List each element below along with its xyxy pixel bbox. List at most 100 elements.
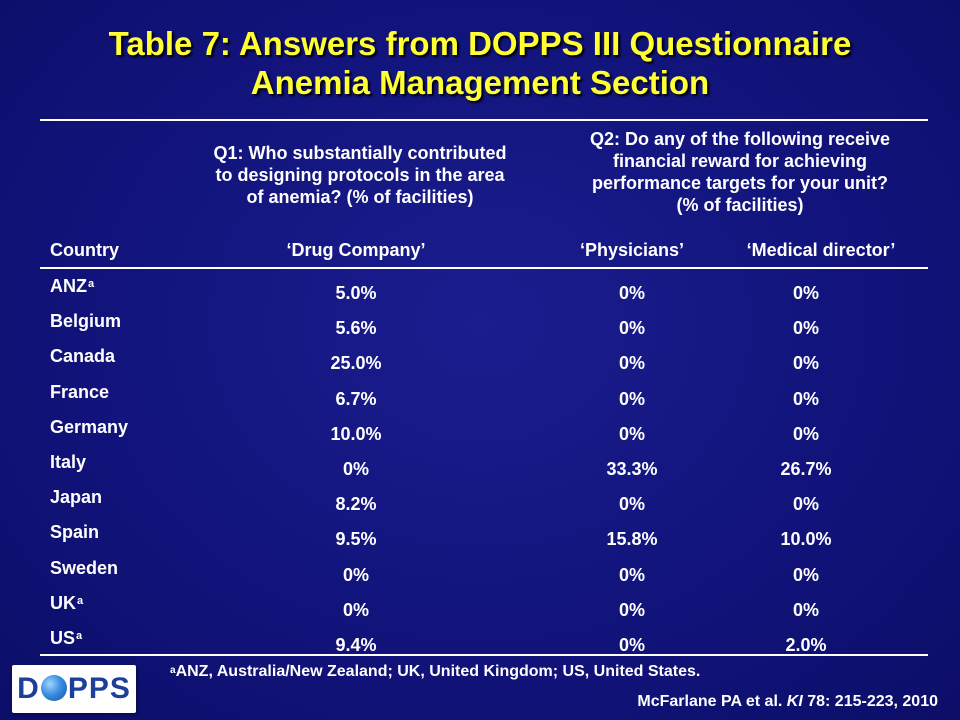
row-drug-company-value: 8.2% [335,494,377,514]
row-medical-director-value: 0% [792,389,819,409]
globe-icon [40,675,67,701]
row-medical-director-value: 0% [792,565,819,585]
table-header-rule [40,267,928,269]
row-country-name: Sweden [50,558,119,578]
table-row: Germany 10.0% 0% 0% [0,416,960,451]
row-medical-director-value: 0% [792,600,819,620]
row-country-name: UK [50,593,76,613]
table-row: USa 9.4% 0% 2.0% [0,627,960,662]
q2-line: financial reward for achieving [612,151,868,171]
table-top-rule [40,119,928,121]
row-drug-company-value: 0% [342,565,369,585]
row-medical-director-value: 26.7% [780,459,832,479]
row-country-name: Spain [50,522,100,542]
question-2-header: Q2: Do any of the following receive fina… [545,128,935,216]
dopps-logo: D PPS [12,665,136,713]
row-medical-director-value: 2.0% [785,635,827,655]
column-header-medical-director: ‘Medical director’ [746,240,896,260]
row-country-name: US [50,628,76,648]
row-country: Germany [50,416,128,438]
row-country: Japan [50,486,102,508]
q2-line: performance targets for your unit? [591,173,889,193]
row-drug-company-value: 10.0% [330,424,382,444]
q1-line: Q1: Who substantially contributed [213,143,507,163]
table-row: Japan 8.2% 0% 0% [0,486,960,521]
row-medical-director-value: 0% [792,283,819,303]
table-row: Italy 0% 33.3% 26.7% [0,451,960,486]
row-drug-company-value: 25.0% [330,353,382,373]
table-row: Spain 9.5% 15.8% 10.0% [0,521,960,556]
row-drug-company-value: 0% [342,600,369,620]
row-medical-director-value: 10.0% [780,529,832,549]
citation: McFarlane PA et al. KI 78: 215-223, 2010 [637,692,938,712]
row-country-footnote-marker: a [77,595,84,607]
row-medical-director-value: 0% [792,424,819,444]
table-row: UKa 0% 0% 0% [0,592,960,627]
row-physicians-value: 0% [618,635,645,655]
row-country: Sweden [50,557,118,579]
table-row: Sweden 0% 0% 0% [0,557,960,592]
logo-text-right: PPS [67,672,131,705]
row-drug-company-value: 0% [342,459,369,479]
row-country: France [50,381,109,403]
table-row: Belgium 5.6% 0% 0% [0,310,960,345]
row-physicians-value: 0% [618,565,645,585]
citation-authors: McFarlane PA et al. [637,693,787,710]
row-physicians-value: 0% [618,600,645,620]
row-country: Canada [50,345,115,367]
slide-title: Table 7: Answers from DOPPS III Question… [0,24,960,102]
row-drug-company-value: 5.0% [335,283,377,303]
row-country: Italy [50,451,86,473]
row-country: USa [50,627,82,649]
q1-line: of anemia? (% of facilities) [246,187,474,207]
row-country-name: ANZ [50,276,87,296]
row-country-name: Japan [50,487,103,507]
table-row: ANZa 5.0% 0% 0% [0,275,960,310]
row-drug-company-value: 6.7% [335,389,377,409]
row-medical-director-value: 0% [792,494,819,514]
question-1-header: Q1: Who substantially contributed to des… [170,142,550,208]
row-physicians-value: 0% [618,283,645,303]
footnote-marker: a [170,665,176,676]
footnote: aANZ, Australia/New Zealand; UK, United … [170,662,700,682]
citation-journal: KI [786,693,803,710]
row-medical-director-value: 0% [792,353,819,373]
row-physicians-value: 0% [618,424,645,444]
column-header-physicians: ‘Physicians’ [579,240,685,260]
row-physicians-value: 15.8% [606,529,658,549]
logo-text-left: D [17,672,40,705]
column-header-drug-company: ‘Drug Company’ [286,240,426,260]
row-physicians-value: 0% [618,318,645,338]
row-country: Belgium [50,310,121,332]
row-drug-company-value: 9.4% [335,635,377,655]
row-physicians-value: 0% [618,353,645,373]
row-drug-company-value: 5.6% [335,318,377,338]
q2-line: Q2: Do any of the following receive [589,129,891,149]
row-country-footnote-marker: a [76,630,83,642]
row-country-name: Canada [50,346,116,366]
footnote-text: ANZ, Australia/New Zealand; UK, United K… [175,663,701,680]
row-physicians-value: 33.3% [606,459,658,479]
row-country: UKa [50,592,83,614]
row-physicians-value: 0% [618,389,645,409]
table-row: Canada 25.0% 0% 0% [0,345,960,380]
row-country-name: Germany [50,417,129,437]
q2-line: (% of facilities) [676,195,804,215]
table-bottom-rule [40,654,928,656]
row-country: Spain [50,521,99,543]
row-country-name: Italy [50,452,87,472]
row-medical-director-value: 0% [792,318,819,338]
column-header-country: Country [50,240,119,260]
citation-details: 78: 215-223, 2010 [802,693,938,710]
row-country-name: France [50,382,110,402]
row-country-footnote-marker: a [88,278,95,290]
dopps-logo-text: D PPS [12,672,136,706]
q1-line: to designing protocols in the area [215,165,505,185]
row-country-name: Belgium [50,311,122,331]
table-row: France 6.7% 0% 0% [0,381,960,416]
title-line-1: Table 7: Answers from DOPPS III Question… [108,25,852,62]
title-line-2: Anemia Management Section [250,64,710,101]
row-physicians-value: 0% [618,494,645,514]
row-drug-company-value: 9.5% [335,529,377,549]
row-country: ANZa [50,275,94,297]
